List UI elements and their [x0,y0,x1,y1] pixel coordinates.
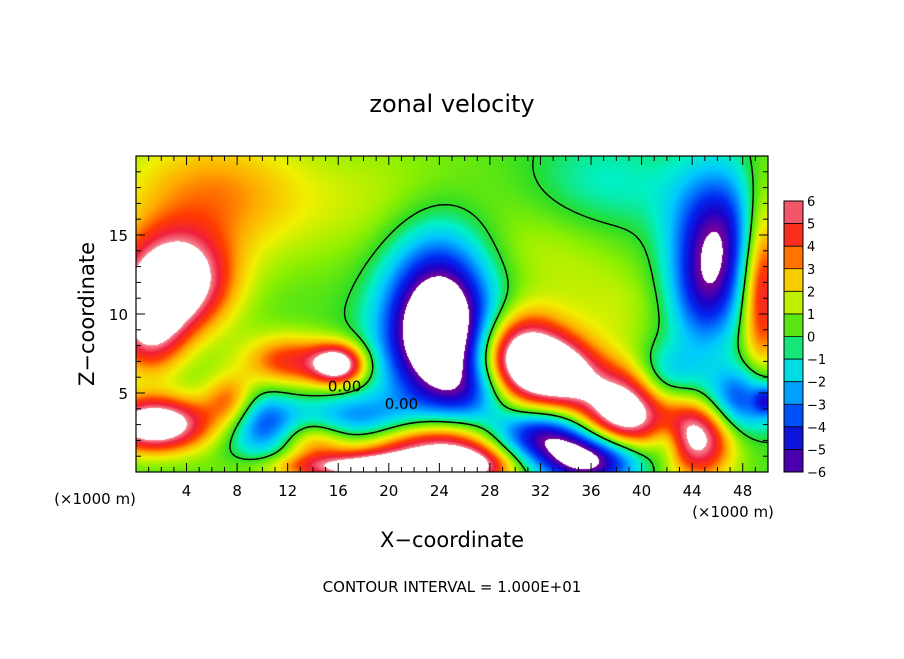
y-tick-label: 5 [118,385,128,403]
x-tick-label: 44 [683,482,702,500]
colorbar-tick-label: 5 [807,218,815,233]
x-tick-label: 28 [480,482,499,500]
colorbar-tick-label: 2 [807,285,815,300]
contour-zero [229,155,769,473]
colorbar-swatch [784,313,803,337]
plot-area: 0.00 0.00 [135,155,769,473]
x-axis: 4 8 12 16 20 24 28 32 36 40 44 48 [148,156,756,500]
x-tick-label: 40 [632,482,651,500]
colorbar-tick-label: −4 [807,421,826,436]
colorbar-swatch [784,404,803,428]
colorbar-swatch [784,246,803,270]
colorbar-tick-label: −2 [807,376,826,391]
y-tick-label: 10 [109,306,128,324]
colorbar: 6 5 4 3 2 1 0 −1 −2 −3 −4 −5 −6 [783,195,826,481]
colorbar-swatch [784,426,803,450]
colorbar-tick-label: 6 [807,195,815,210]
x-tick-label: 48 [733,482,752,500]
colorbar-tick-label: 3 [807,263,815,278]
x-tick-label: 12 [278,482,297,500]
colorbar-swatch [784,381,803,405]
colorbar-tick-label: 0 [807,331,815,346]
colorbar-tick-label: −5 [807,443,826,458]
contour-interval-note: CONTOUR INTERVAL = 1.000E+01 [323,578,582,596]
colorbar-tick-label: −1 [807,353,826,368]
colorbar-tick-label: 4 [807,240,815,255]
colorbar-swatch [784,336,803,360]
x-axis-title: X−coordinate [380,528,524,552]
colorbar-tick-label: 1 [807,308,815,323]
chart-title: zonal velocity [369,90,534,118]
colorbar-swatch [784,268,803,292]
x-tick-label: 36 [581,482,600,500]
heatmap-field [136,156,768,472]
x-tick-label: 4 [182,482,192,500]
y-axis-title: Z−coordinate [75,242,99,386]
x-tick-label: 32 [531,482,550,500]
x-tick-label: 20 [379,482,398,500]
colorbar-swatch [784,449,803,473]
zero-contour-lines [229,155,769,473]
y-unit-label: (×1000 m) [54,490,136,508]
colorbar-tick-label: −3 [807,398,826,413]
contour-label: 0.00 [385,395,418,413]
contour-labels: 0.00 0.00 [328,377,418,412]
x-tick-label: 16 [329,482,348,500]
x-tick-label: 8 [232,482,242,500]
contour-label: 0.00 [328,377,361,395]
colorbar-swatch [784,359,803,383]
colorbar-tick-label: −6 [807,466,826,481]
x-tick-label: 24 [430,482,449,500]
x-unit-label: (×1000 m) [692,503,774,521]
y-axis: 5 10 15 [109,171,768,457]
y-tick-label: 15 [109,227,128,245]
colorbar-swatch [784,223,803,247]
colorbar-swatch [784,291,803,315]
colorbar-swatch [784,201,803,225]
